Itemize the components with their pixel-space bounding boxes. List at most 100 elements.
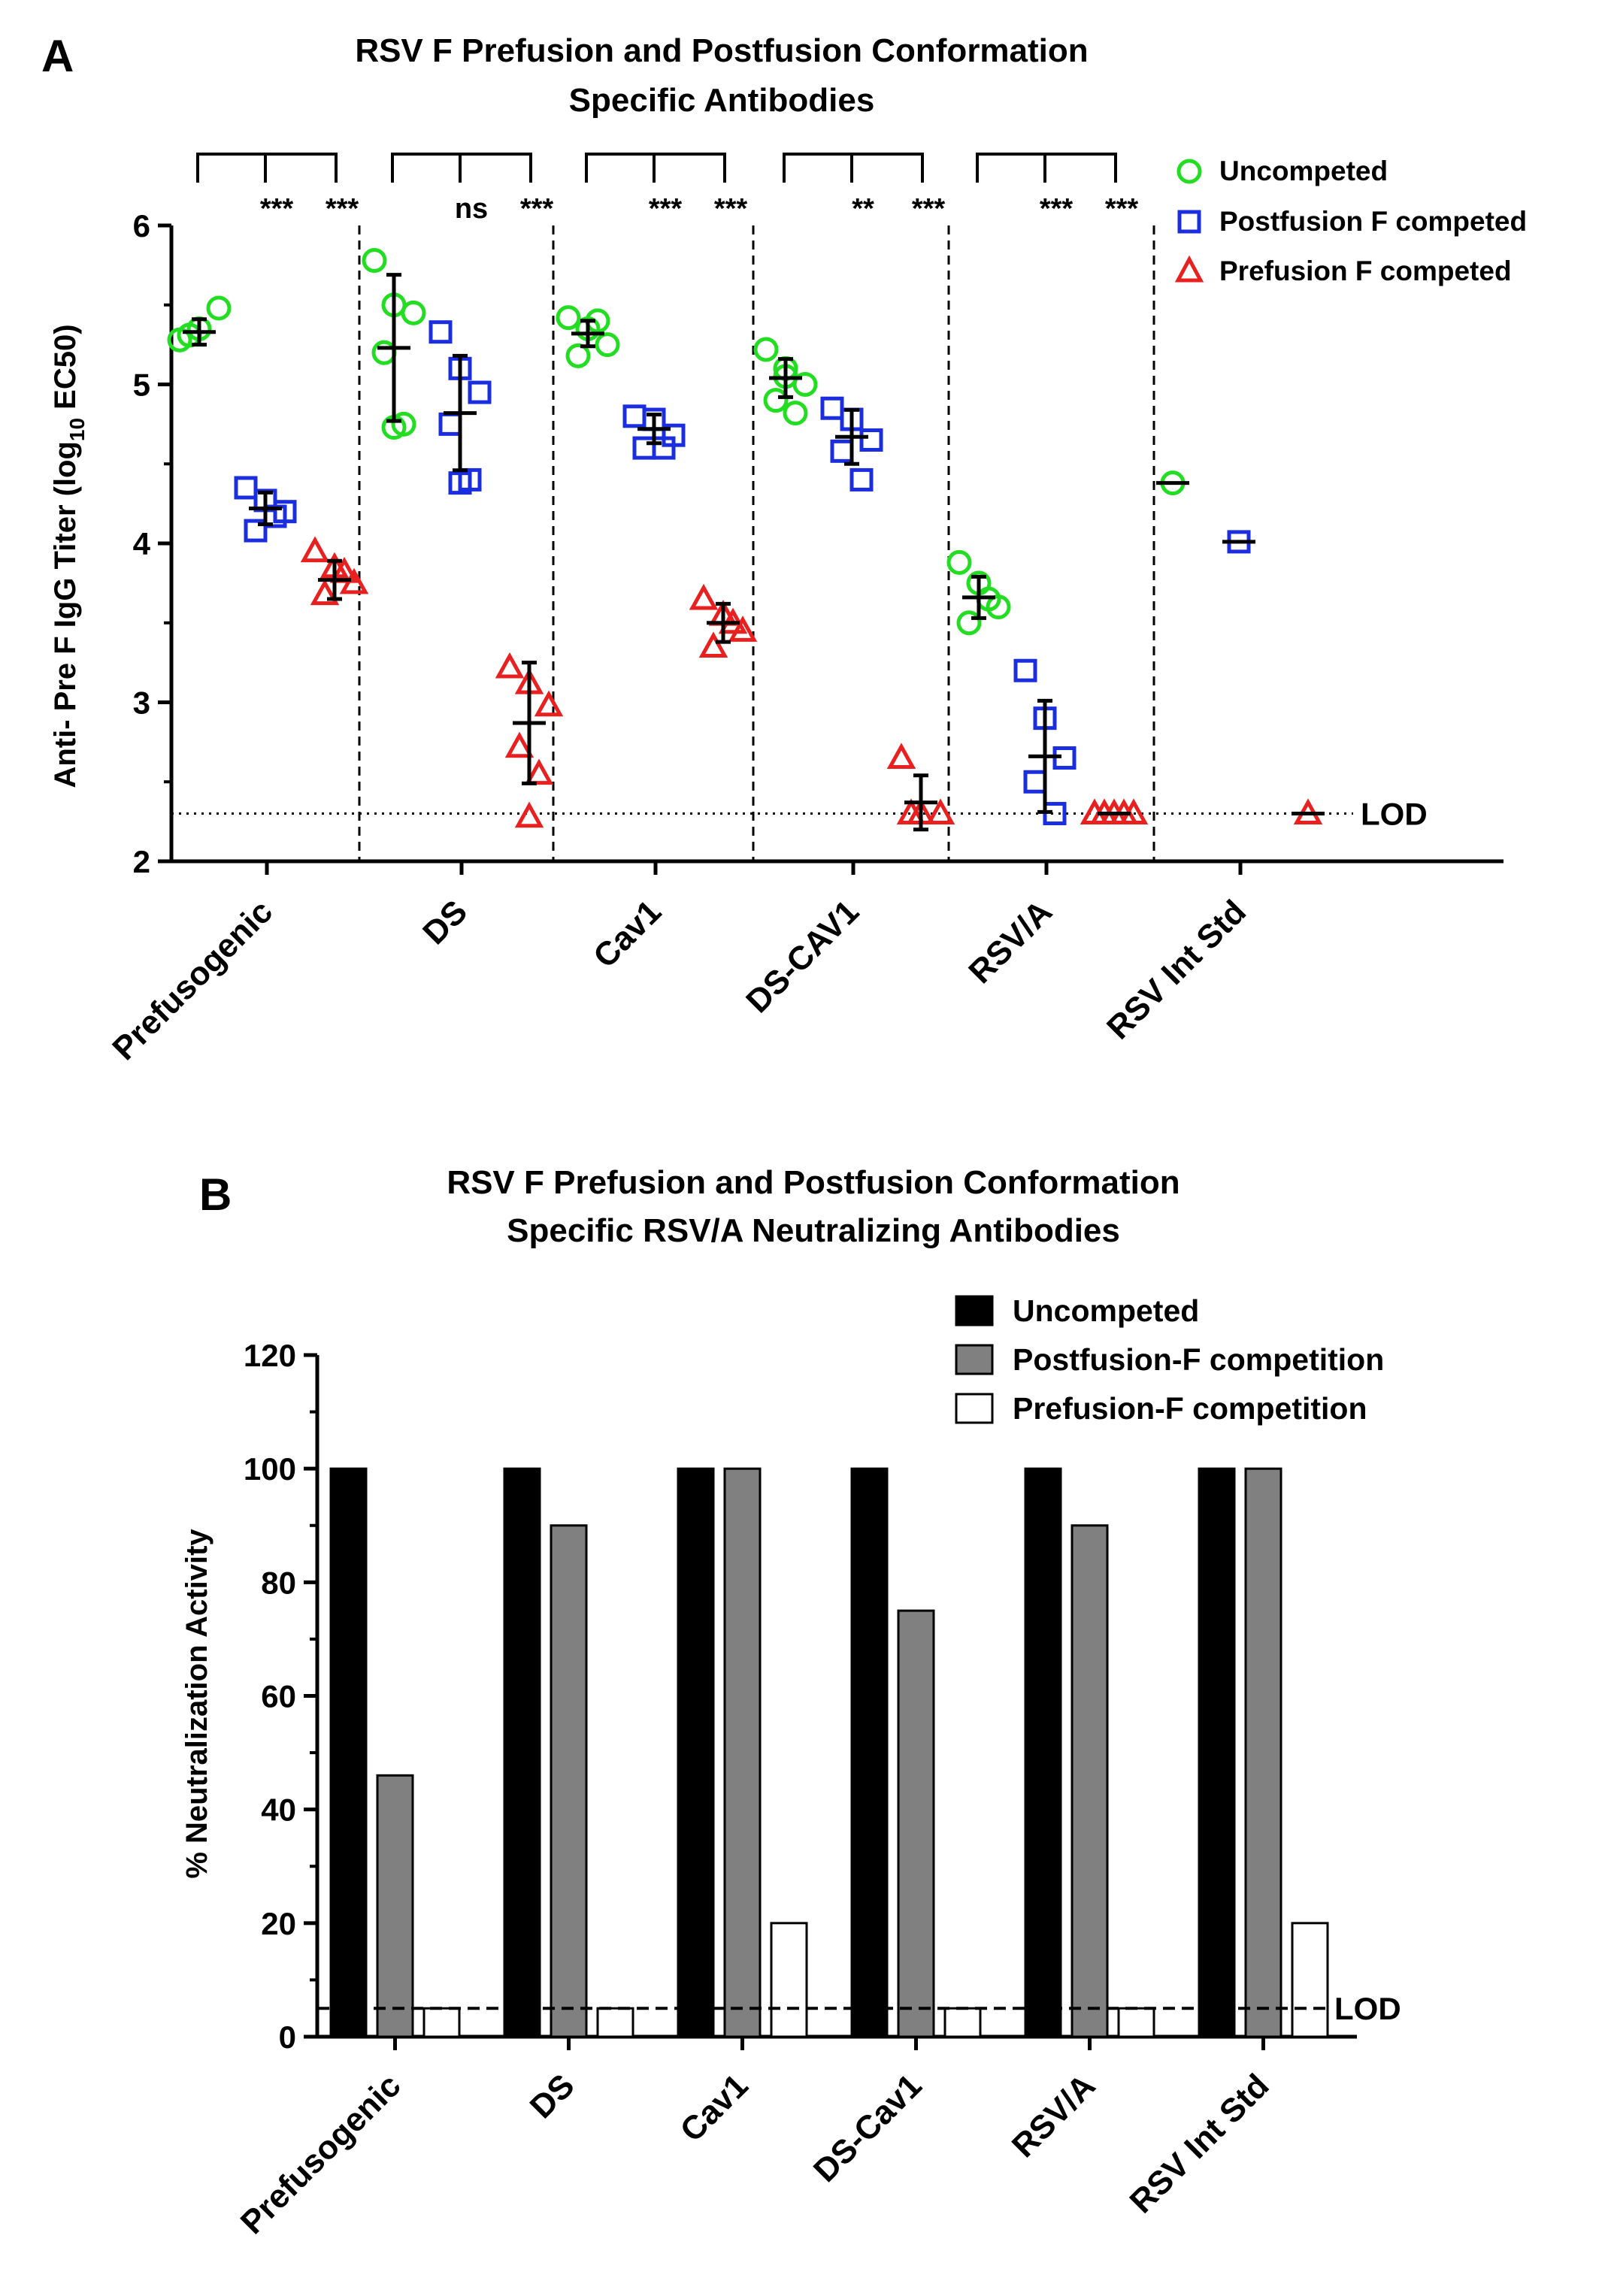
panel-a-point-uncompeted: [595, 332, 620, 358]
panel-a-category-label: DS-CAV1: [739, 893, 866, 1020]
panel-a-point-prefusion: [495, 652, 525, 679]
panel-a-point-uncompeted: [206, 295, 232, 321]
panel-a-y-tick-label: 5: [133, 368, 150, 403]
panel-a-category-label: RSV/A: [961, 893, 1059, 991]
panel-a-y-tick-label: 6: [133, 208, 150, 244]
panel-a-category-label: RSV Int Std: [1100, 893, 1253, 1046]
panel-a-point-prefusion: [886, 743, 916, 770]
panel-b-category-label: DS-Cav1: [807, 2067, 929, 2189]
panel-b-bar: [422, 2007, 461, 2038]
panel-b-bar: [770, 1922, 808, 2038]
panel-a-point-postfusion: [244, 519, 268, 543]
panel-b-category-label: Prefusogenic: [234, 2067, 408, 2241]
panel-a-y-tick-label: 3: [133, 685, 150, 721]
panel-a-significance-label: ***: [520, 193, 554, 225]
panel-b-bar: [1198, 1467, 1236, 2038]
panel-a-significance-label: ***: [1105, 193, 1139, 225]
panel-a-y-tick-label: 2: [133, 844, 150, 879]
panel-a-point-uncompeted: [565, 343, 591, 368]
panel-b-bar: [677, 1467, 715, 2038]
panel-b-legend-swatch: [955, 1393, 994, 1424]
panel-a-point-uncompeted: [763, 388, 789, 413]
panel-a-point-postfusion: [849, 467, 874, 492]
panel-a-significance-label: ***: [1040, 193, 1074, 225]
panel-b-bar: [376, 1774, 414, 2038]
panel-b-legend-label: Postfusion-F competition: [1013, 1342, 1384, 1377]
panel-b-bar: [503, 1467, 541, 2038]
panel-b-category-label: Cav1: [674, 2067, 756, 2149]
panel-b-category-label: DS: [523, 2067, 582, 2125]
panel-a-point-prefusion: [310, 579, 340, 606]
panel-b-category-label: RSV/A: [1005, 2067, 1103, 2164]
panel-a-title-line2: Specific Antibodies: [569, 82, 875, 119]
panel-a-point-postfusion: [438, 412, 462, 436]
panel-a-point-postfusion: [234, 476, 258, 500]
panel-a-point-postfusion: [622, 404, 647, 428]
panel-a-significance-label: ns: [455, 193, 488, 225]
panel-a-significance-label: ***: [649, 193, 683, 225]
panel-b-bar: [329, 1467, 368, 2038]
panel-a-point-uncompeted: [753, 337, 779, 362]
panel-b-letter: B: [199, 1169, 232, 1220]
panel-b-y-axis-label: % Neutralization Activity: [180, 1529, 213, 1879]
panel-a-point-postfusion: [428, 320, 453, 344]
panel-b-bar: [1070, 1524, 1109, 2038]
panel-a-point-prefusion: [504, 731, 534, 758]
panel-a-significance-label: ***: [326, 193, 359, 225]
panel-b-legend-swatch: [955, 1295, 994, 1326]
panel-a-point-prefusion: [514, 801, 544, 828]
panel-a-y-tick-label: 4: [133, 526, 151, 561]
panel-b-legend-label: Prefusion-F competition: [1013, 1391, 1367, 1426]
panel-a-significance-label: ***: [714, 193, 748, 225]
panel-a-point-uncompeted: [556, 305, 581, 331]
panel-a-category-label: Prefusogenic: [105, 893, 280, 1067]
panel-a-point-postfusion: [859, 428, 883, 452]
panel-b-y-tick-label: 80: [261, 1565, 296, 1600]
panel-a-significance-label: ***: [912, 193, 946, 225]
panel-a-letter: A: [41, 31, 74, 81]
panel-a-category-label: Cav1: [586, 893, 668, 975]
panel-b-bar: [943, 2007, 982, 2038]
panel-b-bar: [596, 2007, 634, 2038]
panel-a-category-label: DS: [416, 893, 474, 951]
panel-b-bar: [1291, 1922, 1329, 2038]
panel-b-y-tick-label: 120: [244, 1338, 296, 1373]
panel-a-y-axis-label: Anti- Pre F IgG Titer (log10 EC50): [49, 324, 89, 788]
panel-a-point-prefusion: [896, 798, 926, 825]
panel-a-point-prefusion: [689, 583, 719, 610]
panel-b-y-tick-label: 40: [261, 1792, 296, 1828]
panel-a-point-postfusion: [468, 380, 492, 404]
panel-b-legend-swatch: [955, 1344, 994, 1375]
panel-a-point-prefusion: [728, 616, 758, 642]
panel-b-y-tick-label: 20: [261, 1906, 296, 1941]
panel-a-point-postfusion: [652, 436, 676, 460]
panel-a-point-postfusion: [820, 396, 844, 420]
panel-b-bar: [1244, 1467, 1282, 2038]
panel-a-point-prefusion: [698, 631, 728, 658]
panel-a-point-uncompeted: [362, 248, 387, 274]
panel-a-legend-label: Prefusion F competed: [1219, 256, 1512, 286]
panel-a-point-prefusion: [534, 690, 564, 717]
panel-b-legend-label: Uncompeted: [1013, 1293, 1199, 1328]
panel-b-y-tick-label: 60: [261, 1679, 296, 1714]
panel-a-legend-label: Uncompeted: [1219, 156, 1388, 186]
panel-a-legend-label: Postfusion F competed: [1219, 206, 1527, 237]
panel-a-point-prefusion: [925, 798, 955, 825]
panel-a-point-postfusion: [632, 436, 656, 460]
panel-b-bar: [850, 1467, 889, 2038]
panel-a-point-postfusion: [448, 471, 472, 495]
panel-b-category-label: RSV Int Std: [1123, 2067, 1276, 2220]
panel-a-lod-label: LOD: [1361, 797, 1428, 832]
panel-a-point-postfusion: [1013, 658, 1037, 682]
panel-b-bar: [1117, 2007, 1155, 2038]
panel-a-point-prefusion: [300, 536, 330, 563]
panel-b-title-line1: RSV F Prefusion and Postfusion Conformat…: [447, 1164, 1180, 1201]
panel-a-title-line1: RSV F Prefusion and Postfusion Conformat…: [355, 32, 1088, 69]
panel-a-legend-marker: [1176, 159, 1202, 184]
panel-a-point-uncompeted: [783, 401, 808, 426]
panel-a-significance-label: **: [852, 193, 874, 225]
panel-b-bar: [550, 1524, 588, 2038]
panel-b-y-tick-label: 0: [279, 2019, 296, 2055]
panel-b-y-tick-label: 100: [244, 1451, 296, 1487]
